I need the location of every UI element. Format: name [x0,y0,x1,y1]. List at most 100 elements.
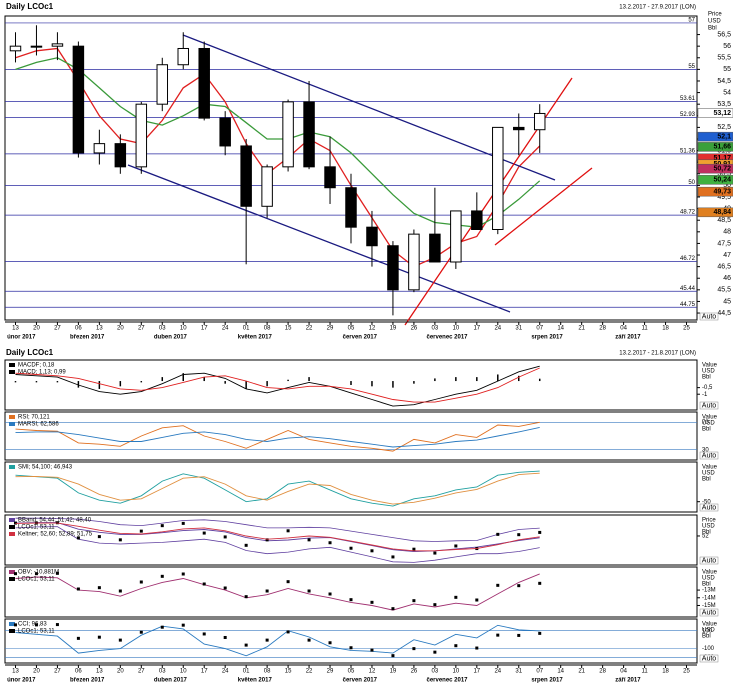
price-box [697,186,733,197]
series-line [15,573,540,611]
x-tick-label: 25 [683,326,690,332]
x-tick-label: 29 [327,326,334,332]
candle-body [72,45,85,154]
y-tick-label: 55 [723,66,731,73]
auto-label: Auto [702,609,717,616]
panel-frame [4,461,698,513]
dot [76,587,80,591]
price-box-label: 52,1 [717,134,731,141]
dot [244,595,248,599]
x-tick-label: 22 [306,669,313,675]
axis-label: Value [702,622,718,628]
level-label: 50 [688,180,695,186]
y-tick-label: 30 [702,447,709,453]
x-tick-label: 03 [432,669,439,675]
candle-body [219,117,231,147]
panel-frame [4,411,698,461]
x-tick-label: 03 [159,669,166,675]
dot [370,600,374,604]
price-box-label: 51,17 [713,155,731,162]
auto-label: Auto [702,313,717,320]
y-tick-label: 55,5 [717,55,731,62]
x-tick-label: 07 [536,326,543,332]
dot [34,572,38,576]
y-tick-label: 54,5 [717,78,731,85]
axis-label: Bbl [708,26,717,32]
dot [223,535,227,539]
dot [160,574,164,578]
candle-body [198,47,210,119]
level-label: 52.93 [680,112,696,118]
y-tick-label: 46,5 [717,263,731,270]
auto-label: Auto [702,557,717,564]
x-tick-label: 14 [557,669,564,675]
legend-label: MACDF; 0,18 [18,363,55,369]
dot [286,630,290,634]
legend-label: OBV; -10,881M [18,570,59,576]
series-line [15,421,540,452]
legend-swatch [9,422,15,426]
level-label: 48.72 [680,210,696,216]
month-label: květen 2017 [238,678,273,683]
month-label: květen 2017 [238,335,273,341]
y-tick-label: -0,5 [702,385,713,391]
x-tick-label: 01 [243,326,250,332]
panel-frame [4,618,698,664]
axis-label: Bbl [702,582,711,588]
month-label: červen 2017 [343,335,378,341]
band-line [15,526,540,563]
x-tick-label: 03 [159,326,166,332]
price-box-label: 48,84 [713,209,731,216]
axis-label: Value [702,465,718,471]
x-tick-label: 10 [453,326,460,332]
legend-label: LCOc1; 53,11 [18,629,55,635]
candle-body [303,101,315,168]
month-label: září 2017 [615,678,641,683]
y-tick-label: 70 [702,420,709,426]
axis-label: USD [708,19,721,25]
y-tick-label: 45,5 [717,287,731,294]
dot [181,521,185,525]
y-tick-label: 50 [723,182,731,189]
candle-body [471,210,483,230]
x-tick-label: 20 [33,326,40,332]
month-label: únor 2017 [7,335,36,341]
dot [307,538,311,542]
dot [265,589,269,593]
dot [181,623,185,627]
dot [454,644,458,648]
x-tick-label: 26 [411,326,418,332]
dot [370,549,374,553]
candle-body [114,143,127,168]
legend-swatch [9,518,15,522]
x-tick-label: 12 [369,326,376,332]
candle-body [450,210,462,263]
level-label: 45.44 [680,286,696,292]
legend-label: CCI; 96,83 [18,622,47,628]
x-tick-label: 05 [348,669,355,675]
candle-body [240,145,252,207]
legend-swatch [9,570,15,574]
legend-label: BBand; 54,44; 51,42; 48,40 [18,518,92,524]
x-tick-label: 29 [327,669,334,675]
x-tick-label: 19 [390,326,397,332]
auto-label: Auto [702,504,717,511]
x-tick-label: 03 [432,326,439,332]
dot [412,547,416,551]
x-tick-label: 28 [599,669,606,675]
candle-body [492,126,504,230]
x-tick-label: 17 [201,669,208,675]
x-tick-label: 24 [494,326,501,332]
y-tick-label: 50,5 [717,171,731,178]
axis-label: Price [702,518,716,524]
dot [55,571,59,575]
axis-label: Value [702,570,718,576]
dot [244,543,248,547]
y-tick-label: 46 [723,275,731,282]
dot [286,580,290,584]
series-line [15,624,540,657]
candle-body [156,64,169,105]
axis-label: Bbl [702,427,711,433]
legend-swatch [9,465,15,469]
panel-frame [4,566,698,618]
